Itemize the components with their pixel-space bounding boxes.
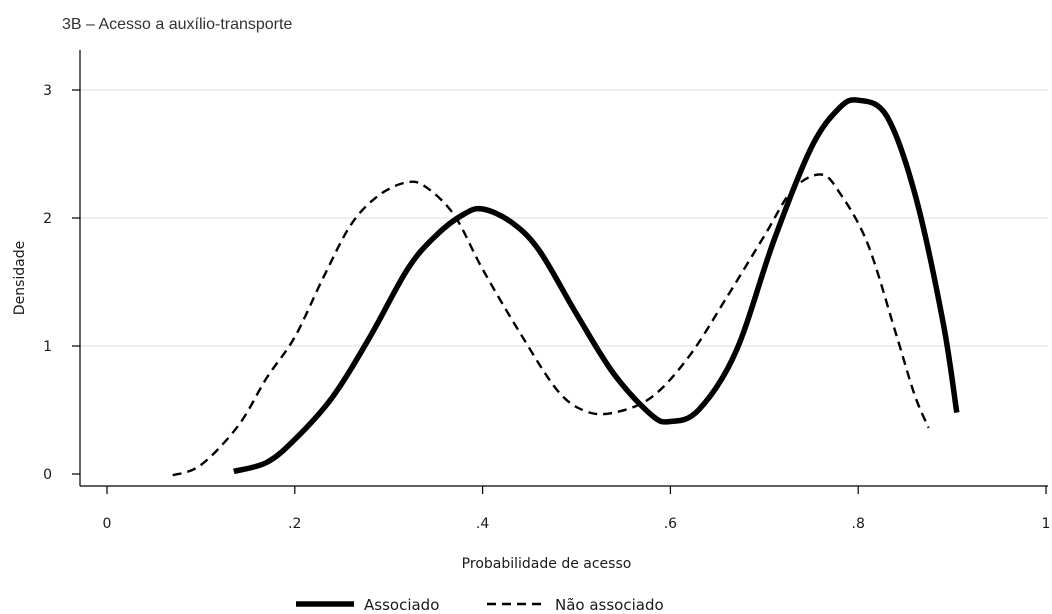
y-tick-label: 0 (43, 467, 52, 483)
x-tick-label: 0 (103, 516, 112, 532)
axes (79, 50, 1048, 487)
y-axis-label: Densidade (12, 241, 28, 315)
x-tick-label: .8 (852, 516, 865, 532)
legend-item-associado-label: Associado (364, 596, 439, 614)
series-line-associado (233, 97, 960, 475)
legend: Associado Não associado (296, 596, 664, 614)
legend-item-nao-associado-label: Não associado (555, 596, 664, 614)
series-line-nao-associado (172, 173, 930, 477)
y-tick-label: 3 (43, 83, 52, 99)
x-tick-label: 1 (1042, 516, 1051, 532)
y-tick-label: 1 (43, 339, 52, 355)
x-tick-label: .2 (288, 516, 301, 532)
y-axis-ticks: 0 1 2 3 (43, 83, 80, 483)
y-tick-label: 2 (43, 211, 52, 227)
x-axis-ticks: 0 .2 .4 .6 .8 1 (103, 486, 1051, 532)
x-tick-label: .6 (664, 516, 677, 532)
gridlines (80, 89, 1048, 347)
series-lines (172, 97, 960, 477)
x-tick-label: .4 (476, 516, 489, 532)
chart-title: 3B – Acesso a auxílio-transporte (62, 16, 293, 33)
x-axis-label: Probabilidade de acesso (462, 556, 632, 572)
